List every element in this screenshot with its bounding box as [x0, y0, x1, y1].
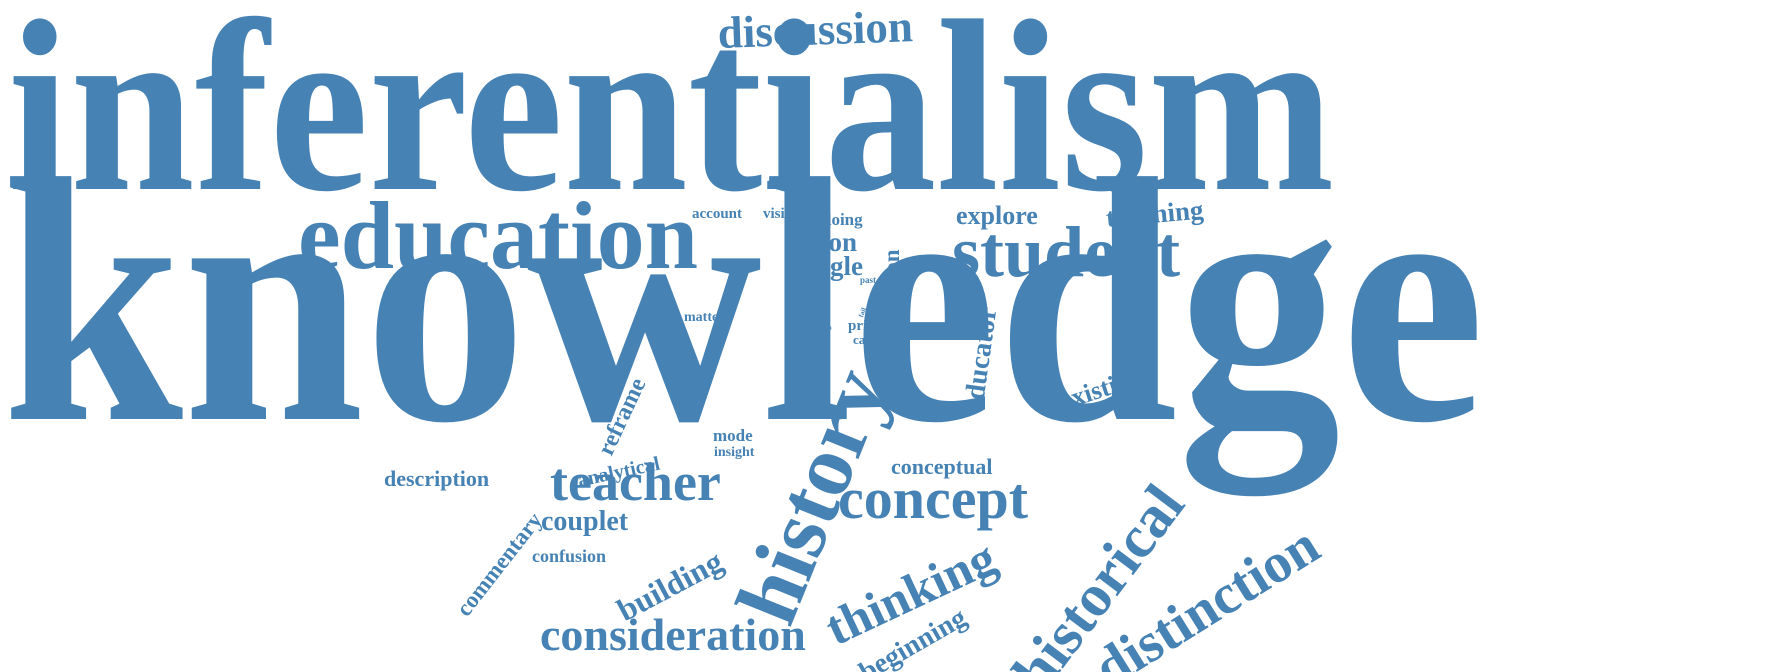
- word-prior: prior: [848, 318, 882, 334]
- word-description: description: [384, 466, 490, 491]
- word-mode: mode: [713, 426, 753, 445]
- word-vision: vision: [763, 206, 801, 222]
- word-discussion: discussion: [716, 1, 914, 58]
- word-inferentialism: inferentialism: [8, 0, 1335, 243]
- word-explore: explore: [956, 201, 1038, 230]
- word-illusion: illusion: [879, 249, 904, 321]
- word-lesson: lesson: [788, 227, 858, 257]
- word-concept: concept: [838, 466, 1029, 531]
- word-confusion: confusion: [532, 546, 607, 566]
- word-knowledge: knowledge: [2, 107, 1486, 495]
- word-teacher: teacher: [550, 452, 721, 512]
- word-insight: insight: [714, 445, 755, 460]
- word-doing: doing: [822, 210, 863, 229]
- word-conceptual: conceptual: [891, 454, 993, 479]
- word-case: case: [853, 332, 877, 347]
- word-matter: matter: [684, 310, 725, 325]
- word-student: student: [952, 212, 1181, 292]
- word-past: past: [860, 275, 877, 285]
- word-account: account: [692, 206, 742, 222]
- word-consideration: consideration: [540, 609, 806, 660]
- word-education: education: [298, 182, 699, 289]
- word-single: single: [797, 251, 864, 281]
- word-couplet: couplet: [541, 506, 629, 537]
